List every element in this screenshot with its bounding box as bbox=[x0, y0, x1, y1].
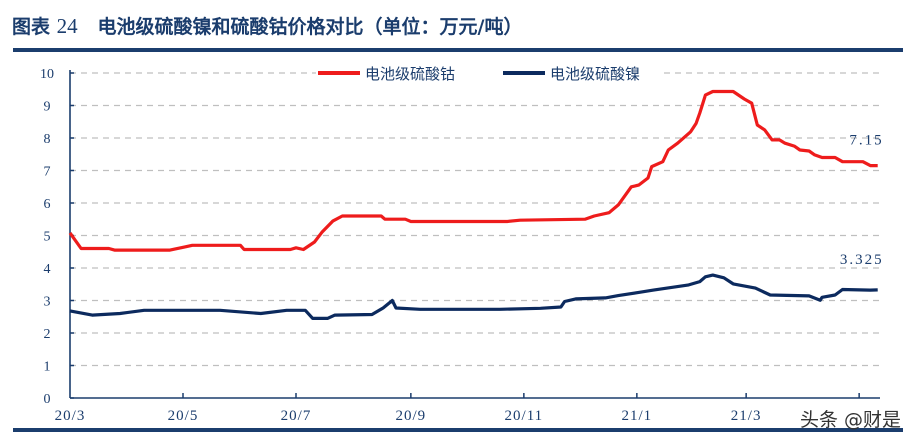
x-tick-label: 21/1 bbox=[622, 408, 653, 424]
y-tick-label: 10 bbox=[40, 67, 54, 82]
figure-label: 图表 bbox=[12, 16, 51, 38]
x-tick-label: 20/3 bbox=[55, 408, 86, 424]
y-tick-label: 0 bbox=[44, 392, 51, 407]
end-value-label: 7.15 bbox=[849, 133, 883, 149]
y-tick-label: 7 bbox=[44, 165, 51, 180]
x-tick-label: 21/3 bbox=[731, 408, 762, 424]
y-tick-label: 9 bbox=[44, 100, 51, 115]
figure-title: 图表 24 电池级硫酸镍和硫酸钴价格对比（单位：万元/吨） bbox=[12, 12, 522, 39]
series-line-nickel bbox=[69, 273, 878, 320]
bottom-rule bbox=[13, 428, 903, 432]
watermark: 头条 @财是 bbox=[799, 409, 901, 431]
legend-bg bbox=[316, 64, 503, 82]
y-tick-label: 8 bbox=[44, 132, 51, 147]
x-tick-label: 20/11 bbox=[505, 408, 544, 424]
y-tick-label: 2 bbox=[44, 327, 51, 342]
series-line-cobalt bbox=[68, 89, 878, 252]
end-value-label: 3.325 bbox=[840, 252, 884, 268]
figure-number: 24 bbox=[56, 14, 78, 38]
y-tick-label: 4 bbox=[44, 262, 51, 277]
title-rule bbox=[13, 48, 903, 52]
y-tick-label: 5 bbox=[44, 230, 51, 245]
x-tick-label: 20/9 bbox=[396, 408, 427, 424]
legend-label: 电池级硫酸钴 bbox=[365, 65, 455, 83]
y-tick-label: 6 bbox=[44, 197, 51, 212]
legend-bg bbox=[501, 64, 663, 82]
figure-title-text: 电池级硫酸镍和硫酸钴价格对比（单位：万元/吨） bbox=[97, 16, 523, 38]
y-tick-label: 3 bbox=[44, 295, 51, 310]
x-tick-label: 20/7 bbox=[281, 408, 312, 424]
x-tick-label: 20/5 bbox=[168, 408, 199, 424]
legend-label: 电池级硫酸镍 bbox=[550, 65, 640, 83]
y-tick-label: 1 bbox=[44, 360, 51, 375]
